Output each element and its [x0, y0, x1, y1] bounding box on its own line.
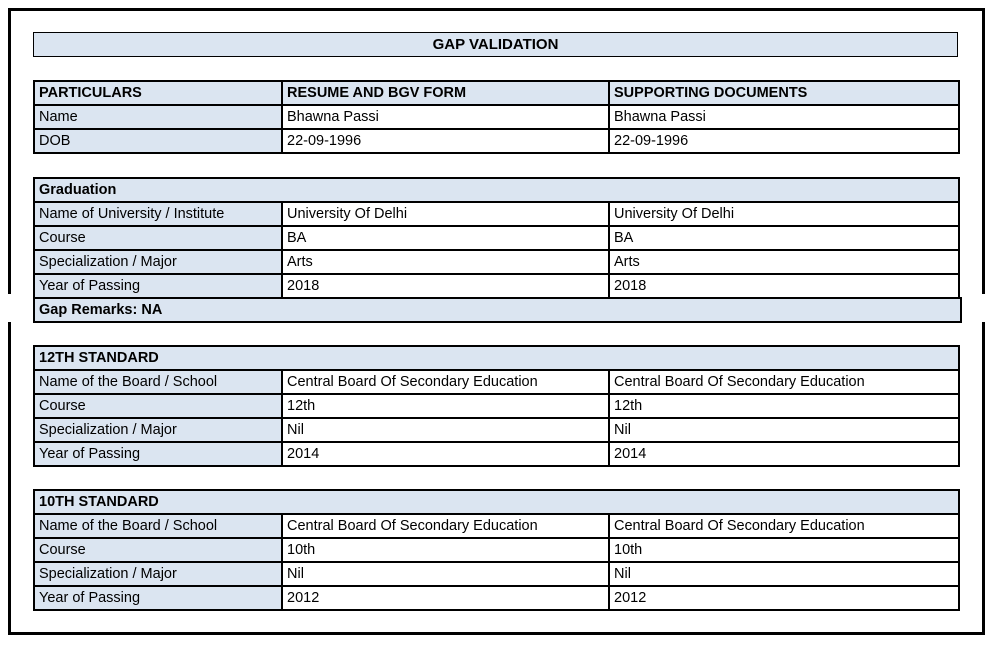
section-title: 10TH STANDARD: [32, 489, 961, 515]
row-label: Year of Passing: [33, 273, 283, 299]
value-cell: 2018: [281, 273, 610, 299]
table-row: Name of the Board / School Central Board…: [33, 369, 961, 395]
row-label: Course: [33, 393, 283, 419]
value-cell: Bhawna Passi: [608, 104, 960, 130]
value-cell: Nil: [607, 561, 961, 587]
row-label: Specialization / Major: [33, 561, 283, 587]
value-cell: Bhawna Passi: [281, 104, 610, 130]
value-cell: 12th: [607, 393, 961, 419]
value-cell: 10th: [281, 537, 610, 563]
value-cell: Central Board Of Secondary Education: [281, 513, 610, 539]
tenth-standard-table: 10TH STANDARD Name of the Board / School…: [32, 489, 961, 611]
row-label: DOB: [33, 128, 283, 154]
section-header-row: Graduation: [32, 177, 961, 203]
table-row: Course 12th 12th: [33, 393, 961, 419]
particulars-table: PARTICULARS RESUME AND BGV FORM SUPPORTI…: [33, 80, 960, 154]
section-header-row: 12TH STANDARD: [32, 345, 961, 371]
table-row: Year of Passing 2018 2018: [33, 273, 961, 299]
value-cell: Central Board Of Secondary Education: [607, 513, 961, 539]
column-header-particulars: PARTICULARS: [33, 80, 283, 106]
table-row: Year of Passing 2014 2014: [33, 441, 961, 467]
value-cell: Arts: [607, 249, 961, 275]
row-label: Specialization / Major: [33, 417, 283, 443]
value-cell: 12th: [281, 393, 610, 419]
graduation-table: Graduation Name of University / Institut…: [32, 177, 961, 299]
table-row-name: Name Bhawna Passi Bhawna Passi: [33, 104, 960, 130]
table-row: Course 10th 10th: [33, 537, 961, 563]
value-cell: 2018: [607, 273, 961, 299]
row-label: Name of the Board / School: [33, 513, 283, 539]
value-cell: 22-09-1996: [281, 128, 610, 154]
table-row: Specialization / Major Arts Arts: [33, 249, 961, 275]
value-cell: University Of Delhi: [607, 201, 961, 227]
table-row: Specialization / Major Nil Nil: [33, 417, 961, 443]
value-cell: Arts: [281, 249, 610, 275]
particulars-header-row: PARTICULARS RESUME AND BGV FORM SUPPORTI…: [33, 80, 960, 106]
value-cell: University Of Delhi: [281, 201, 610, 227]
row-label: Year of Passing: [33, 585, 283, 611]
value-cell: 22-09-1996: [608, 128, 960, 154]
row-label: Course: [33, 537, 283, 563]
document-title: GAP VALIDATION: [432, 36, 559, 53]
row-label: Name: [33, 104, 283, 130]
gap-remarks-text: Gap Remarks: NA: [39, 302, 163, 318]
value-cell: Central Board Of Secondary Education: [607, 369, 961, 395]
value-cell: 2012: [607, 585, 961, 611]
row-label: Course: [33, 225, 283, 251]
value-cell: Nil: [281, 417, 610, 443]
table-row: Specialization / Major Nil Nil: [33, 561, 961, 587]
table-row-dob: DOB 22-09-1996 22-09-1996: [33, 128, 960, 154]
page-border-gap-right: [979, 294, 989, 322]
value-cell: 2012: [281, 585, 610, 611]
row-label: Specialization / Major: [33, 249, 283, 275]
value-cell: Nil: [281, 561, 610, 587]
row-label: Name of the Board / School: [33, 369, 283, 395]
section-title: Graduation: [32, 177, 961, 203]
column-header-supporting-docs: SUPPORTING DOCUMENTS: [608, 80, 960, 106]
table-row: Name of the Board / School Central Board…: [33, 513, 961, 539]
page-border-gap-left: [4, 294, 14, 322]
value-cell: Nil: [607, 417, 961, 443]
row-label: Year of Passing: [33, 441, 283, 467]
document-title-bar: GAP VALIDATION: [33, 32, 958, 57]
table-row: Course BA BA: [33, 225, 961, 251]
value-cell: BA: [281, 225, 610, 251]
value-cell: 2014: [607, 441, 961, 467]
column-header-resume-bgv: RESUME AND BGV FORM: [281, 80, 610, 106]
table-row: Name of University / Institute Universit…: [33, 201, 961, 227]
row-label: Name of University / Institute: [33, 201, 283, 227]
table-row: Year of Passing 2012 2012: [33, 585, 961, 611]
twelfth-standard-table: 12TH STANDARD Name of the Board / School…: [32, 345, 961, 467]
value-cell: 10th: [607, 537, 961, 563]
value-cell: Central Board Of Secondary Education: [281, 369, 610, 395]
value-cell: BA: [607, 225, 961, 251]
gap-remarks-row: Gap Remarks: NA: [33, 297, 962, 323]
section-title: 12TH STANDARD: [32, 345, 961, 371]
section-header-row: 10TH STANDARD: [32, 489, 961, 515]
value-cell: 2014: [281, 441, 610, 467]
